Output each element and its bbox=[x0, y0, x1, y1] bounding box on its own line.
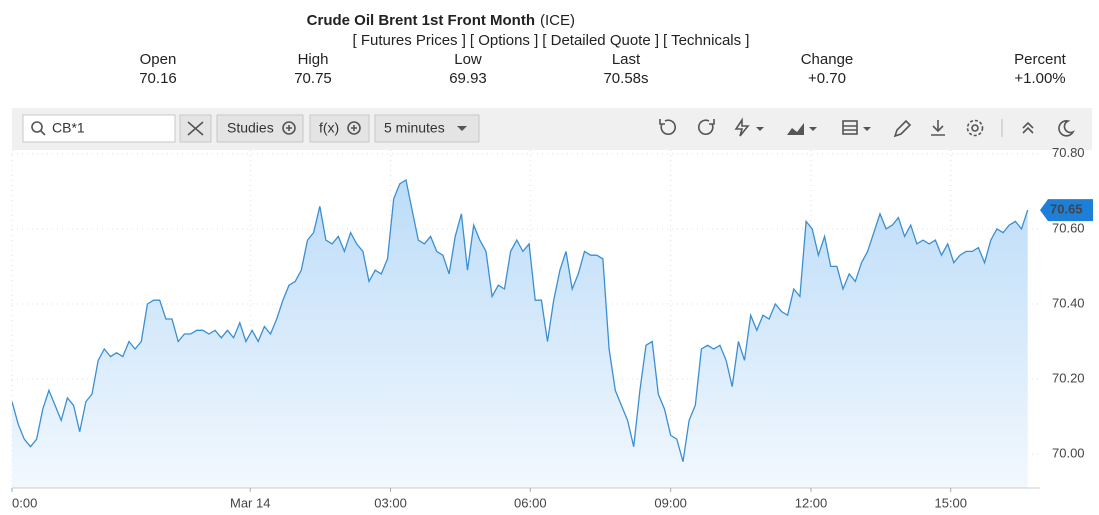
area-fill bbox=[12, 180, 1028, 488]
y-tick-label: 70.20 bbox=[1052, 371, 1085, 386]
y-tick-label: 70.00 bbox=[1052, 446, 1085, 461]
dropdown-arrow bbox=[863, 127, 871, 131]
dropdown-arrow bbox=[809, 127, 817, 131]
draw[interactable] bbox=[893, 119, 912, 138]
axes: 70.00 70.20 70.40 70.60 70.80 0:00 Mar 14 03:00… bbox=[11, 145, 1093, 510]
dark-mode[interactable] bbox=[1058, 120, 1075, 137]
last-value-label: 70.65 bbox=[1050, 202, 1083, 217]
x-tick-label: 0:00 bbox=[12, 495, 37, 510]
chart-type[interactable] bbox=[787, 123, 804, 135]
plus-icon bbox=[286, 125, 292, 131]
link[interactable]: [ Futures Prices ] bbox=[353, 32, 466, 49]
dropdown-arrow bbox=[457, 126, 467, 131]
plus-icon bbox=[282, 121, 296, 135]
fx-label: f(x) bbox=[319, 120, 339, 136]
lightning[interactable] bbox=[734, 117, 750, 137]
studies-label: Studies bbox=[227, 120, 274, 136]
symbol: CB*1 bbox=[52, 120, 85, 136]
exchange: (ICE) bbox=[540, 12, 575, 29]
links-line: [ Futures Prices ][ Options ][ Detailed … bbox=[353, 32, 750, 49]
dropdown-arrow bbox=[756, 127, 764, 131]
download[interactable] bbox=[931, 120, 945, 136]
quote-value: 70.75 bbox=[294, 70, 332, 87]
quote-value: +0.70 bbox=[808, 70, 846, 87]
link[interactable]: [ Options ] bbox=[470, 32, 538, 49]
search-icon bbox=[31, 121, 43, 133]
toolbar-icons bbox=[659, 117, 1075, 138]
quote-label: High bbox=[298, 51, 329, 68]
title: Crude Oil Brent 1st Front Month bbox=[307, 12, 535, 29]
settings[interactable] bbox=[971, 124, 979, 132]
interval-label: 5 minutes bbox=[384, 120, 445, 136]
collapse[interactable] bbox=[1022, 121, 1034, 134]
plus-icon bbox=[347, 121, 361, 135]
quote-value: 70.16 bbox=[139, 70, 177, 87]
y-tick-label: 70.40 bbox=[1052, 295, 1085, 310]
fx-button[interactable] bbox=[309, 114, 370, 143]
quote-label: Percent bbox=[1014, 51, 1067, 68]
links: [ Futures Prices ][ Options ][ Detailed … bbox=[353, 32, 750, 49]
y-tick-label: 70.80 bbox=[1052, 145, 1085, 160]
quote-label: Open bbox=[140, 51, 177, 68]
quote-row: Open 70.16 High 70.75 Low 69.93 Last 70.58s Chan… bbox=[139, 51, 1066, 87]
quote-value: 70.58s bbox=[603, 70, 648, 87]
undo[interactable] bbox=[659, 119, 676, 135]
layout[interactable] bbox=[842, 120, 858, 135]
y-tick-label: 70.60 bbox=[1052, 220, 1085, 235]
x-tick-label: Mar 14 bbox=[230, 495, 270, 510]
plus-icon bbox=[351, 125, 357, 131]
symbol-input[interactable] bbox=[22, 114, 176, 143]
quote-value: +1.00% bbox=[1014, 70, 1065, 87]
x-tick-label: 12:00 bbox=[795, 495, 828, 510]
price-line bbox=[12, 178, 1029, 462]
settings-gear bbox=[966, 119, 984, 137]
link[interactable]: [ Detailed Quote ] bbox=[542, 32, 659, 49]
quote-value: 69.93 bbox=[449, 70, 487, 87]
quote-label: Last bbox=[612, 51, 641, 68]
x-tick-label: 09:00 bbox=[654, 495, 687, 510]
last-value-tag bbox=[1040, 199, 1093, 222]
redo[interactable] bbox=[698, 119, 715, 135]
compare-icon bbox=[187, 121, 204, 136]
layout-lines bbox=[843, 125, 857, 131]
series bbox=[12, 178, 1029, 488]
x-tick-label: 06:00 bbox=[514, 495, 547, 510]
x-tick-label: 03:00 bbox=[374, 495, 407, 510]
link[interactable]: [ Technicals ] bbox=[663, 32, 749, 49]
quote-label: Change bbox=[801, 51, 854, 68]
quote-label: Low bbox=[454, 51, 482, 68]
x-tick-label: 15:00 bbox=[934, 495, 967, 510]
search-icon-handle bbox=[40, 130, 46, 136]
